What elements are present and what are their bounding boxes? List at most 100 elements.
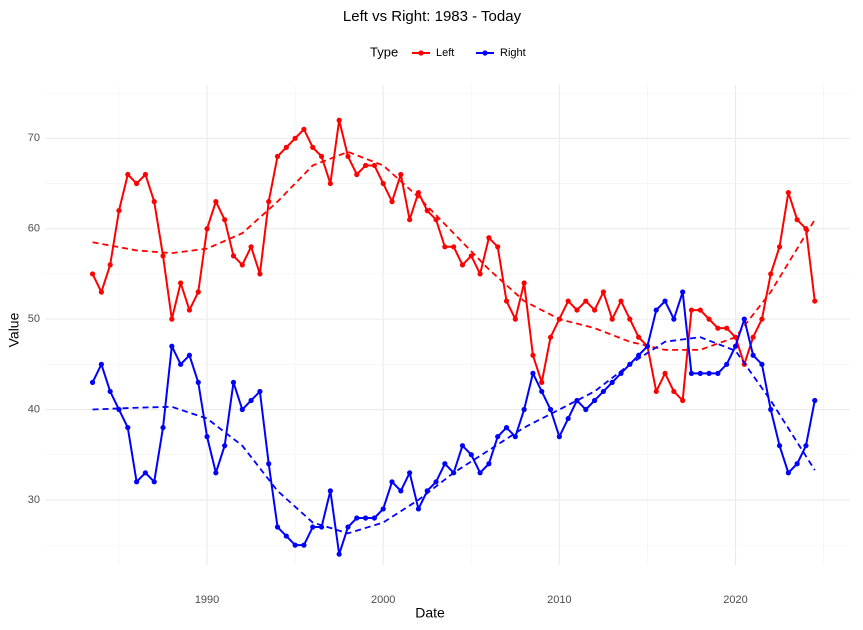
data-point (644, 343, 651, 349)
data-point (539, 379, 545, 386)
data-point (89, 271, 96, 277)
data-point (583, 406, 589, 413)
data-point (776, 244, 783, 250)
data-point (389, 199, 395, 205)
data-point (186, 307, 193, 313)
data-point (257, 271, 263, 277)
data-point (468, 253, 474, 259)
data-point (512, 434, 518, 440)
series-line (91, 291, 816, 556)
data-point (301, 542, 307, 548)
data-point (636, 334, 642, 340)
data-point (451, 470, 457, 476)
data-point (283, 533, 289, 539)
legend-swatch-point (418, 50, 424, 56)
x-axis-label: Date (415, 605, 445, 621)
data-point (433, 217, 439, 223)
legend-label: Right (500, 47, 526, 59)
x-tick-label: 2010 (547, 594, 571, 606)
data-point (442, 461, 448, 467)
data-point (204, 226, 210, 232)
data-point (459, 262, 466, 268)
data-point (609, 379, 615, 386)
data-point (266, 461, 272, 467)
data-point (477, 271, 483, 277)
data-point (336, 551, 342, 557)
data-point (213, 470, 219, 476)
data-point (495, 244, 501, 250)
trend-line (92, 150, 816, 351)
data-point (688, 307, 695, 313)
data-point (222, 443, 228, 449)
data-point (133, 479, 140, 485)
data-point (345, 524, 351, 530)
data-point (98, 361, 104, 367)
data-point (362, 515, 369, 521)
data-point (442, 244, 448, 250)
data-point (618, 370, 624, 376)
data-point (521, 280, 527, 286)
data-point (697, 370, 703, 376)
data-point (785, 189, 791, 196)
data-point (618, 298, 624, 304)
data-point (547, 406, 554, 413)
y-axis-label: Value (6, 312, 22, 347)
chart-title: Left vs Right: 1983 - Today (343, 8, 522, 25)
data-point (530, 352, 536, 358)
data-point (600, 289, 606, 295)
data-point (794, 217, 800, 223)
data-point (266, 199, 272, 205)
data-point (239, 262, 245, 268)
y-tick-label: 50 (28, 313, 40, 325)
data-point (178, 361, 184, 367)
data-point (292, 542, 298, 548)
series-line (91, 119, 816, 402)
data-point (715, 370, 721, 376)
data-point (741, 316, 747, 322)
data-point (398, 488, 404, 494)
data-point (160, 424, 166, 431)
legend-title: Type (370, 44, 398, 59)
data-point (574, 397, 580, 404)
data-point (785, 470, 791, 476)
data-point (380, 506, 386, 512)
x-tick-label: 1990 (195, 594, 219, 606)
data-point (398, 171, 404, 178)
data-point (151, 479, 157, 485)
data-point (389, 479, 395, 485)
data-point (591, 307, 598, 313)
data-point (495, 434, 501, 440)
data-point (354, 515, 360, 521)
data-point (169, 343, 175, 349)
data-point (556, 316, 562, 322)
data-point (283, 144, 289, 150)
data-point (556, 434, 562, 440)
data-point (706, 370, 712, 376)
data-point (274, 524, 281, 530)
data-point (671, 316, 677, 322)
data-point (345, 153, 351, 160)
data-point (230, 379, 237, 386)
data-point (724, 325, 730, 331)
data-point (125, 171, 131, 178)
data-point (662, 298, 668, 304)
data-point (768, 406, 774, 413)
data-point (512, 316, 518, 322)
data-point (451, 244, 457, 250)
data-point (415, 506, 422, 512)
data-point (89, 379, 96, 386)
data-point (750, 352, 756, 358)
data-point (794, 461, 800, 467)
data-point (459, 443, 466, 449)
data-point (160, 253, 166, 259)
data-point (680, 397, 686, 404)
data-point (222, 217, 228, 223)
data-point (248, 244, 254, 250)
legend-label: Left (436, 47, 454, 59)
data-point (477, 470, 483, 476)
data-point (732, 343, 739, 349)
data-point (107, 388, 113, 395)
data-point (292, 135, 298, 141)
data-point (407, 217, 413, 223)
y-tick-label: 30 (28, 494, 40, 506)
